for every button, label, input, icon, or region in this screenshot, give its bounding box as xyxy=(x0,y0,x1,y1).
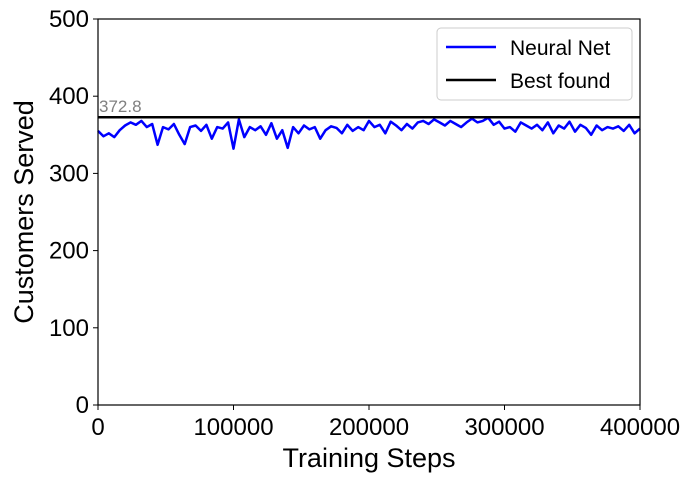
y-tick-label: 300 xyxy=(49,160,89,187)
x-axis-label: Training Steps xyxy=(282,443,455,473)
x-tick-label: 0 xyxy=(91,414,104,441)
y-tick-label: 200 xyxy=(49,238,89,265)
series-line-neural-net xyxy=(97,116,641,150)
x-tick-label: 200000 xyxy=(329,414,409,441)
axis-ticks: 0 100000 200000 300000 400000 0 100 200 300 400 50… xyxy=(49,6,680,441)
x-tick-label: 100000 xyxy=(193,414,273,441)
legend-label-best-found: Best found xyxy=(510,70,610,93)
y-tick-label: 400 xyxy=(49,83,89,110)
x-tick-label: 400000 xyxy=(600,414,680,441)
legend-label-neural-net: Neural Net xyxy=(510,37,611,60)
y-axis-label: Customers Served xyxy=(9,100,39,324)
y-tick-label: 500 xyxy=(49,6,89,33)
x-tick-label: 300000 xyxy=(464,414,544,441)
y-tick-label: 0 xyxy=(76,392,89,419)
y-tick-label: 100 xyxy=(49,315,89,342)
plot-area xyxy=(97,115,641,150)
best-value-annotation: 372.8 xyxy=(99,97,142,116)
legend: Neural Net Best found xyxy=(436,27,633,101)
